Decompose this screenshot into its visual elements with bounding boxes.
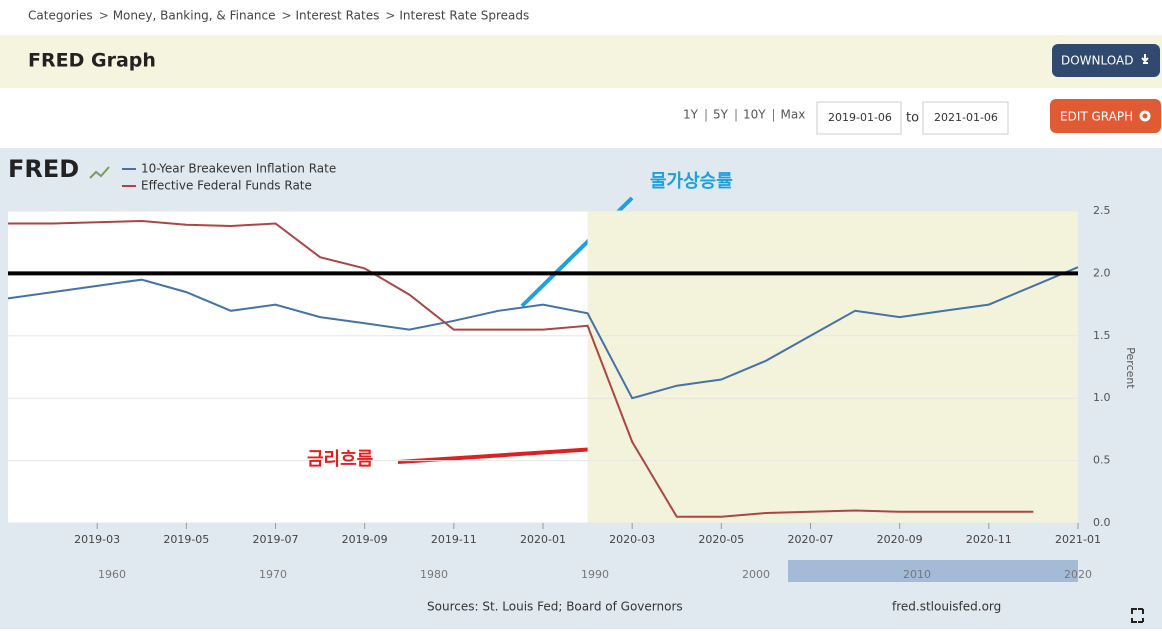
- x-tick-label: 2020-05: [698, 533, 744, 546]
- y-tick-label: 1.5: [1093, 329, 1111, 342]
- y-tick-label: 0.0: [1093, 516, 1111, 529]
- breadcrumb-link[interactable]: Interest Rate Spreads: [399, 9, 529, 23]
- fullscreen-icon[interactable]: [1131, 608, 1144, 623]
- x-tick-label: 2020-11: [966, 533, 1012, 546]
- y-tick-label: 2.5: [1093, 204, 1111, 217]
- navigator-label: 1990: [581, 568, 609, 581]
- range-link[interactable]: Max: [781, 108, 806, 122]
- logo-icon: [89, 166, 110, 179]
- to-label: to: [906, 111, 919, 126]
- download-button[interactable]: [1052, 44, 1160, 77]
- separator: |: [734, 108, 738, 122]
- navigator-window[interactable]: [788, 560, 1078, 582]
- start-date-input[interactable]: [816, 101, 902, 135]
- navigator-label: 2000: [742, 568, 770, 581]
- legend-label: Effective Federal Funds Rate: [141, 179, 312, 193]
- breadcrumb-link[interactable]: Categories: [28, 9, 93, 23]
- range-link[interactable]: 10Y: [743, 108, 766, 122]
- annotation: 물가상승률: [650, 171, 733, 192]
- edit-graph-button[interactable]: [1050, 99, 1161, 133]
- download-label[interactable]: DOWNLOAD: [1061, 54, 1133, 68]
- fred-logo: FRED: [8, 155, 79, 183]
- x-tick-label: 2019-05: [163, 533, 209, 546]
- source: Sources: St. Louis Fed; Board of Governo…: [427, 600, 683, 614]
- series-line: [8, 219, 1034, 518]
- x-tick-label: 2020-01: [520, 533, 566, 546]
- navigator-label: 1980: [420, 568, 448, 581]
- breadcrumb-link[interactable]: Interest Rates: [296, 9, 380, 23]
- series-line: [7, 266, 1079, 400]
- y-axis-label: Percent: [1124, 347, 1137, 389]
- gear-icon: [1139, 110, 1151, 122]
- range-link[interactable]: 5Y: [713, 108, 729, 122]
- separator: >: [282, 9, 292, 23]
- separator: |: [772, 108, 776, 122]
- edit-graph-label[interactable]: EDIT GRAPH: [1060, 110, 1133, 124]
- start-date[interactable]: 2019-01-06: [828, 111, 892, 124]
- download-icon: [1141, 54, 1149, 64]
- navigator-label: 2010: [903, 568, 931, 581]
- recession-shading: [587, 211, 1078, 523]
- x-tick-label: 2020-07: [788, 533, 834, 546]
- breadcrumb-link[interactable]: Money, Banking, & Finance: [113, 9, 276, 23]
- x-tick-label: 2020-09: [877, 533, 923, 546]
- x-tick-label: 2019-03: [74, 533, 120, 546]
- end-date[interactable]: 2021-01-06: [934, 111, 998, 124]
- y-tick-label: 1.0: [1093, 391, 1111, 404]
- end-date-input[interactable]: [922, 101, 1009, 135]
- site: fred.stlouisfed.org: [892, 600, 1001, 614]
- separator: >: [385, 9, 395, 23]
- annotation: 금리흐름: [307, 449, 373, 470]
- separator: |: [704, 108, 708, 122]
- range-link[interactable]: 1Y: [683, 108, 699, 122]
- x-tick-label: 2019-09: [342, 533, 388, 546]
- x-tick-label: 2019-11: [431, 533, 477, 546]
- y-tick-label: 2.0: [1093, 266, 1111, 279]
- navigator-label: 1960: [98, 568, 126, 581]
- navigator-label: 2020: [1064, 568, 1092, 581]
- y-tick-label: 0.5: [1093, 454, 1111, 467]
- navigator-label: 1970: [259, 568, 287, 581]
- header-band: [0, 35, 1162, 88]
- separator: >: [99, 9, 109, 23]
- page-title: FRED Graph: [28, 50, 156, 72]
- x-tick-label: 2021-01: [1055, 533, 1101, 546]
- x-tick-label: 2019-07: [253, 533, 299, 546]
- x-tick-label: 2020-03: [609, 533, 655, 546]
- legend-label: 10-Year Breakeven Inflation Rate: [141, 162, 336, 176]
